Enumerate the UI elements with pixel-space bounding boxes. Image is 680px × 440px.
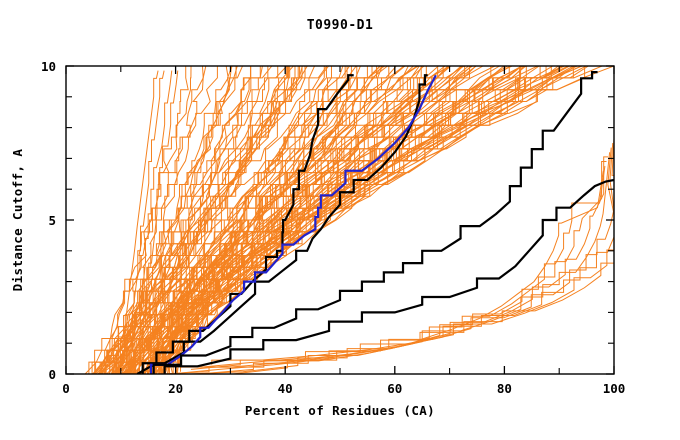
background-curve-outlier (120, 70, 173, 374)
background-curve (111, 66, 308, 374)
highlight-curve-highlight-black-1 (136, 74, 354, 374)
background-curve-outlier (126, 70, 179, 374)
x-tick-label: 40 (278, 381, 293, 396)
x-axis-tick-labels: 0 20 40 60 80 100 (62, 381, 625, 396)
highlight-curve-highlight-black-3 (152, 71, 598, 374)
y-axis-tick-labels: 0 5 10 (41, 59, 56, 382)
background-curve (98, 66, 207, 374)
x-tick-label: 100 (603, 381, 626, 396)
background-curve (113, 66, 381, 374)
x-tick-label: 20 (168, 381, 183, 396)
x-tick-label: 80 (497, 381, 512, 396)
background-curve-low (211, 133, 614, 365)
y-tick-label: 10 (41, 59, 56, 74)
background-curve (113, 66, 315, 374)
highlight-curve-highlight-blue (149, 74, 437, 374)
background-curve (163, 66, 574, 374)
background-curve-low (138, 166, 606, 374)
y-tick-label: 5 (48, 213, 56, 228)
highlight-series-group (136, 71, 614, 374)
y-axis-title: Distance Cutoff, A (10, 149, 25, 292)
x-tick-label: 60 (387, 381, 402, 396)
background-curve (91, 66, 222, 374)
x-axis-title: Percent of Residues (CA) (245, 403, 435, 418)
x-axis-ticks (65, 66, 615, 374)
background-curve-low (180, 147, 614, 372)
background-curve-low (190, 142, 614, 370)
page-title: T0990-D1 (306, 18, 374, 33)
background-curve-low (170, 152, 611, 374)
background-curve (120, 66, 358, 374)
background-curve (113, 66, 363, 374)
highlight-curve-highlight-black-4 (163, 178, 614, 374)
background-curve (94, 66, 256, 374)
background-curve (159, 66, 565, 374)
background-curve-outlier (109, 70, 159, 374)
background-curve (168, 66, 603, 374)
y-tick-label: 0 (48, 367, 56, 382)
y-axis-ticks (66, 65, 614, 375)
background-curve (117, 66, 303, 374)
background-curve (92, 66, 192, 374)
background-curve-outlier (115, 70, 165, 374)
background-curve (159, 66, 576, 374)
background-series-group (84, 66, 614, 374)
background-curve (116, 66, 344, 374)
background-curve (164, 66, 583, 374)
x-tick-label: 0 (62, 381, 70, 396)
